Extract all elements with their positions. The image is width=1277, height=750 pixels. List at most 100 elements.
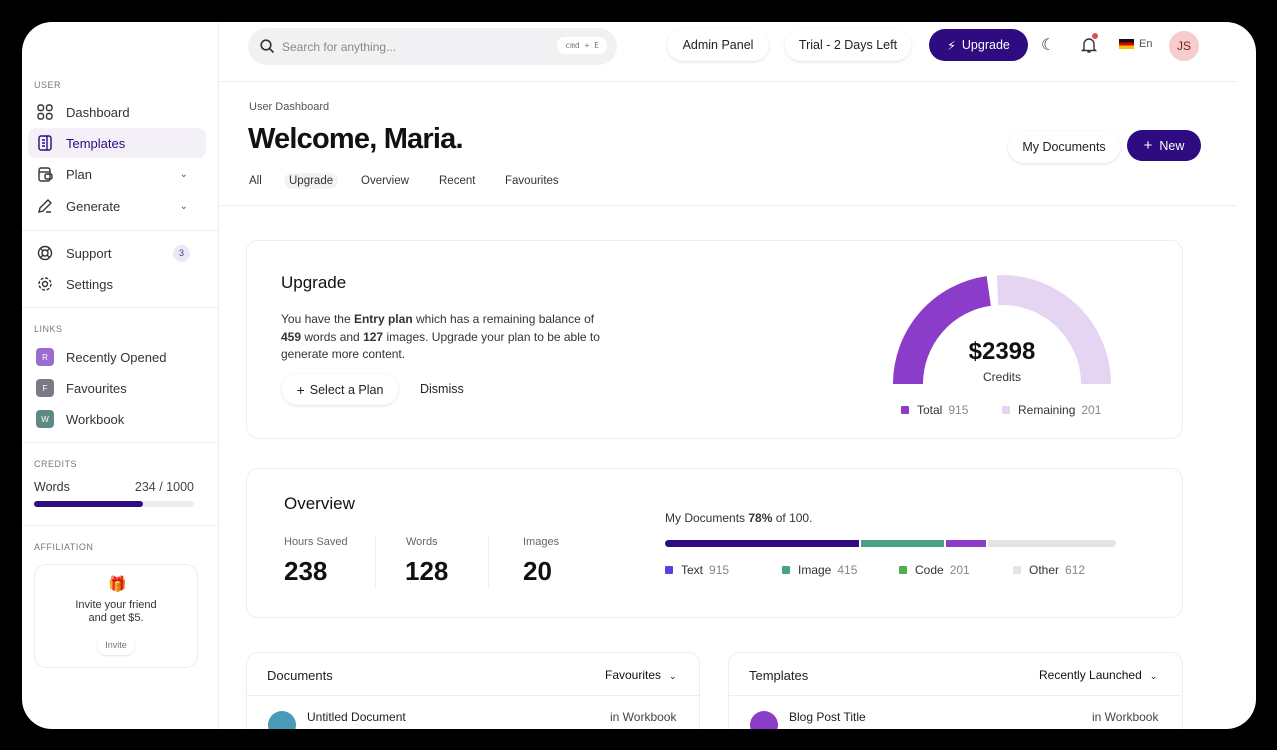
legend-code: Code 201 (899, 563, 970, 577)
upgrade-title: Upgrade (281, 273, 347, 292)
templates-filter-dropdown[interactable]: Recently Launched ⌄ (1039, 668, 1158, 682)
documents-usage-text: My Documents 78% of 100. (665, 511, 813, 525)
divider (488, 535, 489, 587)
tab-favourites[interactable]: Favourites (505, 175, 559, 187)
link-favourites[interactable]: F Favourites (28, 373, 206, 403)
admin-panel-button[interactable]: Admin Panel (667, 29, 769, 61)
language-selector[interactable]: En (1139, 38, 1153, 50)
templates-card: Templates Recently Launched ⌄ Blog Post T… (728, 652, 1183, 729)
gift-icon: 🎁 (108, 576, 127, 593)
chevron-down-icon: ⌄ (179, 200, 188, 212)
sidebar-item-label: Plan (66, 166, 93, 182)
usage-segment-image (861, 540, 945, 547)
legend-remaining: Remaining 201 (1002, 403, 1101, 417)
tab-upgrade[interactable]: Upgrade (284, 173, 339, 189)
sidebar-item-plan[interactable]: Plan ⌄ (28, 159, 206, 189)
my-documents-button[interactable]: My Documents (1008, 131, 1120, 163)
stat-value: 128 (405, 556, 449, 586)
sidebar-item-generate[interactable]: Generate ⌄ (28, 191, 206, 221)
usage-segment-code (946, 540, 986, 547)
search-placeholder: Search for anything... (282, 39, 397, 54)
select-plan-button[interactable]: + Select a Plan (282, 374, 398, 405)
plus-icon: + (296, 381, 305, 398)
affiliation-text: Invite your friend and get $5. (75, 599, 157, 624)
link-workbook[interactable]: W Workbook (28, 404, 206, 434)
grid-icon (36, 103, 54, 121)
divider (22, 230, 218, 231)
user-avatar[interactable]: JS (1169, 31, 1199, 61)
section-label-user: USER (34, 80, 62, 90)
sidebar-item-label: Support (66, 245, 112, 261)
document-name[interactable]: Untitled Document (307, 710, 406, 724)
support-count-badge: 3 (173, 244, 190, 262)
legend-image: Image 415 (782, 563, 857, 577)
documents-filter-dropdown[interactable]: Favourites ⌄ (605, 668, 677, 682)
documents-usage-bar (665, 540, 1116, 547)
top-bar: Search for anything... cmd + E Admin Pan… (219, 22, 1236, 82)
german-flag-icon[interactable] (1119, 39, 1134, 49)
usage-segment-text (665, 540, 860, 547)
template-avatar (750, 711, 778, 729)
divider (729, 695, 1182, 696)
link-avatar: W (36, 410, 54, 428)
section-label-affiliation: AFFILIATION (34, 542, 94, 552)
document-avatar (268, 711, 296, 729)
gear-icon (36, 275, 54, 293)
chevron-down-icon: ⌄ (669, 671, 677, 681)
sidebar: USER Dashboard Templates Plan ⌄ Generate… (22, 22, 219, 729)
sidebar-item-label: Generate (66, 198, 121, 214)
sidebar-item-label: Settings (66, 276, 113, 292)
link-label: Favourites (66, 380, 127, 396)
document-icon (36, 134, 54, 152)
search-icon (260, 39, 275, 54)
overview-card: Overview Hours Saved 238 Words 128 Image… (246, 468, 1183, 618)
lifebuoy-icon (36, 244, 54, 262)
tab-overview[interactable]: Overview (361, 175, 409, 187)
overview-title: Overview (284, 494, 355, 513)
upgrade-button[interactable]: ⚡︎ Upgrade (929, 29, 1028, 61)
pen-icon (36, 197, 54, 215)
divider (219, 205, 1236, 206)
link-recently-opened[interactable]: R Recently Opened (28, 342, 206, 372)
section-label-credits: CREDITS (34, 459, 78, 469)
breadcrumb: User Dashboard (249, 101, 330, 113)
sidebar-item-dashboard[interactable]: Dashboard (28, 97, 206, 127)
notifications-bell-icon[interactable] (1080, 33, 1098, 59)
divider (22, 442, 218, 443)
dark-mode-toggle-moon-icon[interactable]: ☾ (1041, 37, 1056, 54)
stat-label: Words (406, 536, 438, 548)
gauge-remaining-arc (996, 275, 1111, 385)
usage-segment-other (987, 540, 1116, 547)
new-button[interactable]: + New (1127, 130, 1201, 161)
dismiss-button[interactable]: Dismiss (420, 382, 464, 396)
template-name[interactable]: Blog Post Title (789, 710, 866, 724)
divider (375, 535, 376, 587)
plus-icon: + (1143, 137, 1153, 154)
tab-recent[interactable]: Recent (439, 175, 476, 187)
search-input[interactable]: Search for anything... cmd + E (248, 28, 617, 65)
legend-other: Other 612 (1013, 563, 1085, 577)
credits-value: 234 / 1000 (134, 480, 194, 494)
chevron-down-icon: ⌄ (179, 168, 188, 180)
wallet-icon (36, 165, 54, 183)
tab-all[interactable]: All (249, 175, 262, 187)
link-label: Recently Opened (66, 349, 167, 365)
link-label: Workbook (66, 411, 125, 427)
stat-value: 20 (523, 556, 552, 586)
upgrade-description: You have the Entry plan which has a rema… (281, 312, 600, 361)
sidebar-item-label: Dashboard (66, 104, 130, 120)
divider (22, 525, 218, 526)
credits-gauge (893, 275, 1111, 385)
trial-button[interactable]: Trial - 2 Days Left (785, 29, 911, 61)
gauge-total-arc (893, 276, 992, 385)
invite-button[interactable]: Invite (97, 635, 135, 655)
sidebar-item-templates[interactable]: Templates (28, 128, 206, 158)
search-shortcut: cmd + E (557, 37, 607, 54)
sidebar-item-support[interactable]: Support 3 (28, 238, 206, 268)
template-location: in Workbook (1092, 710, 1159, 724)
documents-title: Documents (267, 668, 333, 683)
legend-text: Text 915 (665, 563, 729, 577)
upgrade-card: Upgrade You have the Entry plan which ha… (246, 240, 1183, 439)
sidebar-item-settings[interactable]: Settings (28, 269, 206, 299)
link-avatar: F (36, 379, 54, 397)
